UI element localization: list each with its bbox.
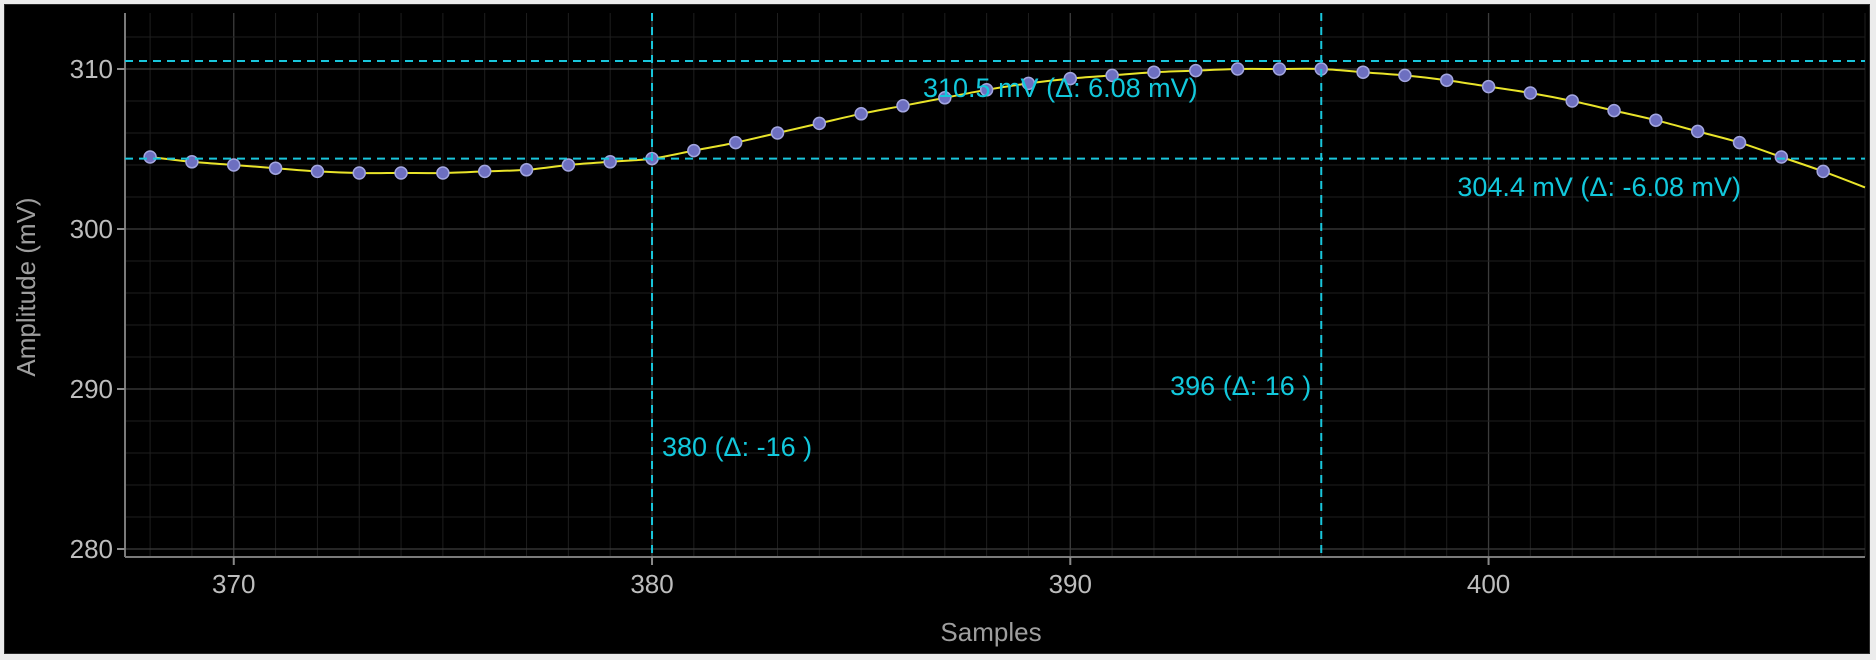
- sample-point: [352, 166, 366, 180]
- sample-point: [1774, 150, 1789, 164]
- sample-point: [477, 164, 492, 179]
- sample-point: [812, 116, 827, 131]
- sample-point: [1523, 86, 1538, 100]
- sample-point: [1565, 94, 1579, 108]
- sample-point: [143, 150, 157, 164]
- y-ticks: 280 290 300 310: [70, 54, 125, 564]
- sample-point: [394, 166, 408, 180]
- sample-markers: [143, 62, 1830, 180]
- sample-point: [519, 163, 534, 177]
- sample-point: [687, 143, 701, 158]
- sample-point: [268, 161, 283, 175]
- sample-point: [1732, 135, 1747, 150]
- sample-point: [1063, 71, 1078, 86]
- sample-point: [1356, 65, 1370, 79]
- x-ticks: 370 380 390 400: [212, 557, 1510, 599]
- y-tick-label: 290: [70, 374, 113, 404]
- sample-point: [1272, 62, 1287, 76]
- x-tick-label: 380: [630, 569, 673, 599]
- horizontal-cursor-label: 310.5 mV (Δ: 6.08 mV): [923, 73, 1198, 103]
- sample-point: [938, 91, 952, 105]
- cursors[interactable]: 380 (Δ: -16 ) 396 (Δ: 16 ) 310.5 mV (Δ: 6.…: [125, 13, 1865, 557]
- sample-point: [227, 158, 241, 172]
- sample-point: [896, 99, 910, 113]
- chart-panel: 370 380 390 400 280 290 300 310 380 (Δ: -16 ) 3…: [4, 4, 1870, 654]
- sample-point: [1398, 68, 1412, 83]
- sample-point: [728, 135, 743, 150]
- vertical-cursor-label: 380 (Δ: -16 ): [662, 432, 812, 462]
- sample-point: [561, 158, 576, 172]
- x-axis-title: Samples: [940, 617, 1041, 647]
- sample-point: [1649, 113, 1663, 127]
- sample-point: [979, 83, 994, 97]
- axes: [124, 13, 1865, 558]
- y-tick-label: 280: [70, 534, 113, 564]
- sample-point: [1189, 63, 1203, 78]
- sample-point: [1481, 79, 1496, 94]
- sample-point: [1147, 65, 1161, 79]
- x-tick-label: 370: [212, 569, 255, 599]
- y-axis-title: Amplitude (mV): [11, 197, 41, 376]
- sample-point: [1690, 124, 1705, 139]
- sample-point: [770, 126, 785, 140]
- vertical-cursor-label: 396 (Δ: 16 ): [1170, 371, 1311, 401]
- y-tick-label: 310: [70, 54, 113, 84]
- x-tick-label: 400: [1467, 569, 1510, 599]
- sample-point: [854, 107, 868, 121]
- sample-point: [436, 166, 450, 180]
- sample-point: [1021, 76, 1036, 91]
- sample-point: [310, 164, 325, 179]
- sample-point: [1105, 68, 1119, 83]
- sample-point: [1439, 73, 1454, 87]
- sample-point: [1607, 103, 1621, 118]
- sample-point: [1816, 164, 1830, 179]
- sample-point: [1230, 62, 1245, 76]
- y-tick-label: 300: [70, 214, 113, 244]
- horizontal-cursor-label: 304.4 mV (Δ: -6.08 mV): [1457, 172, 1741, 202]
- x-tick-label: 390: [1049, 569, 1092, 599]
